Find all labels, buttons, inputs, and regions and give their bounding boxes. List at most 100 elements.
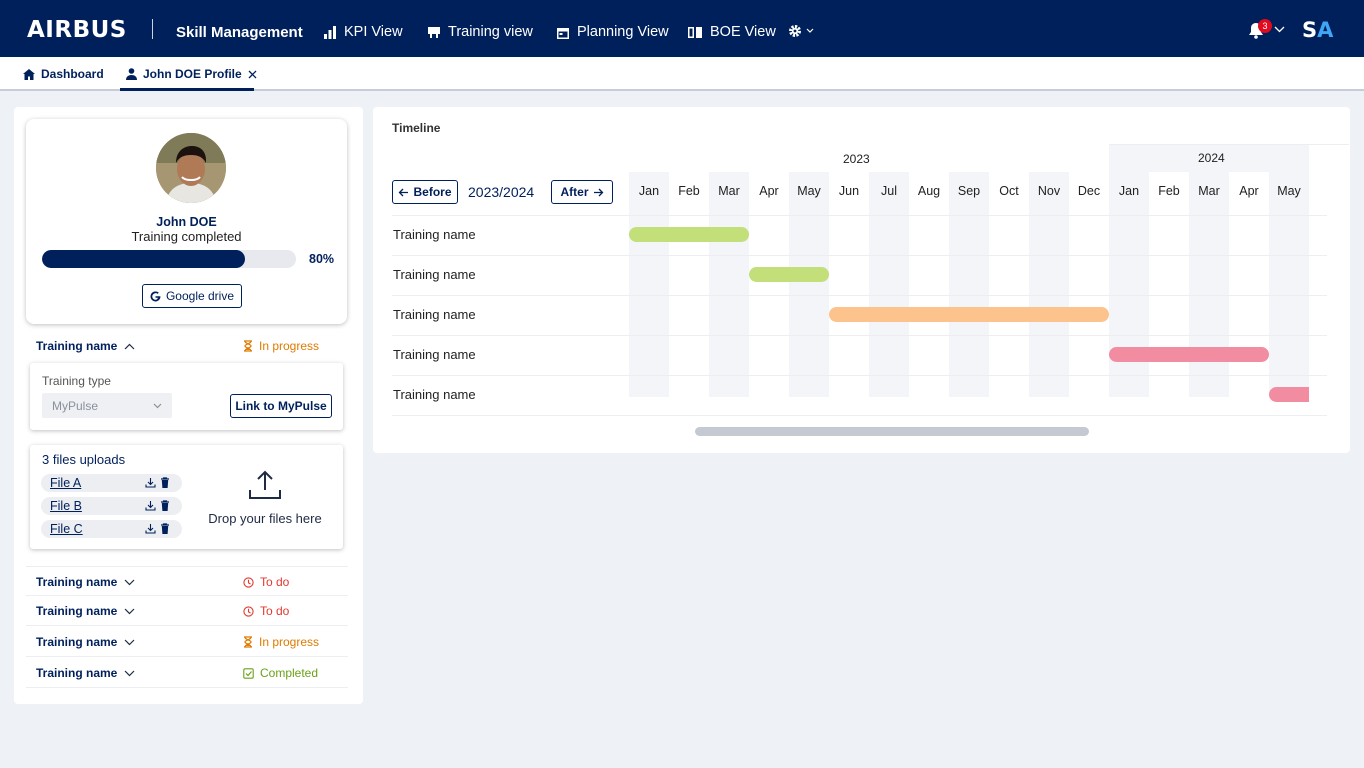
- training-toggle[interactable]: Training name: [36, 635, 135, 649]
- timeline-row-label: Training name: [393, 267, 476, 282]
- training-name: Training name: [36, 666, 118, 680]
- training-status-label: In progress: [259, 635, 320, 649]
- nav-kpi-view[interactable]: KPI View: [323, 24, 403, 40]
- nav-training-label: Training view: [448, 24, 533, 40]
- training-type-value: MyPulse: [52, 398, 99, 413]
- trash-icon[interactable]: [160, 477, 170, 488]
- clock-icon: [243, 605, 254, 617]
- training-toggle[interactable]: Training name: [36, 575, 135, 589]
- download-icon[interactable]: [145, 523, 156, 534]
- training-toggle[interactable]: Training name: [36, 604, 135, 618]
- book-icon: [688, 26, 702, 38]
- profile-panel: John DOE Training completed 80% Google d…: [14, 107, 363, 704]
- training-toggle[interactable]: Training name: [36, 339, 135, 353]
- tab-john-doe-profile[interactable]: John DOE Profile: [126, 67, 257, 81]
- chevron-down-icon: [806, 28, 814, 33]
- file-link[interactable]: File B: [50, 499, 82, 513]
- download-icon[interactable]: [145, 500, 156, 511]
- file-actions: [145, 500, 170, 511]
- chevron-down-icon[interactable]: [1274, 26, 1285, 33]
- timeline-panel: Timeline 2023 2024 Before 2023/2024 Afte…: [373, 107, 1350, 453]
- app-name[interactable]: Skill Management: [176, 24, 303, 41]
- before-label: Before: [413, 185, 452, 199]
- notification-badge: 3: [1258, 19, 1272, 33]
- google-drive-label: Google drive: [165, 289, 235, 303]
- training-item: Training name In progress: [26, 331, 348, 361]
- row-divider: [392, 415, 1327, 416]
- hourglass-icon: [244, 340, 252, 352]
- trash-icon[interactable]: [160, 523, 170, 534]
- training-progress-bar: [42, 250, 296, 268]
- initial-s: S: [1302, 18, 1318, 42]
- file-link[interactable]: File C: [50, 522, 83, 536]
- month-label: Jan: [638, 184, 660, 198]
- google-drive-button[interactable]: Google drive: [142, 284, 242, 308]
- timeline-bar[interactable]: [1269, 387, 1309, 402]
- nav-training-view[interactable]: Training view: [427, 24, 533, 40]
- link-to-mypulse-button[interactable]: Link to MyPulse: [230, 394, 332, 418]
- training-status-label: To do: [260, 575, 290, 589]
- chevron-up-icon: [124, 343, 135, 349]
- row-divider: [392, 335, 1327, 336]
- file-item: File A: [41, 474, 182, 492]
- bar-chart-icon: [324, 25, 336, 39]
- nav-boe-label: BOE View: [710, 24, 776, 40]
- avatar: [156, 133, 226, 203]
- nav-kpi-label: KPI View: [344, 24, 403, 40]
- training-type-card: Training type MyPulse Link to MyPulse: [30, 363, 343, 430]
- initial-a: A: [1317, 18, 1334, 42]
- logo-divider: [152, 19, 153, 39]
- upload-icon: [249, 470, 281, 499]
- training-status: In progress: [243, 339, 319, 353]
- timeline-row-label: Training name: [393, 307, 476, 322]
- year-label: 2024: [1198, 151, 1225, 165]
- profile-name: John DOE: [156, 215, 217, 229]
- training-status-label: In progress: [259, 339, 320, 353]
- row-divider: [392, 215, 1327, 216]
- month-column-shade: [949, 172, 989, 397]
- settings-menu[interactable]: [788, 24, 814, 38]
- after-button[interactable]: After: [551, 180, 613, 204]
- drop-files-text: Drop your files here: [208, 511, 322, 526]
- timeline-bar[interactable]: [749, 267, 829, 282]
- timeline-bar[interactable]: [1109, 347, 1269, 362]
- file-link[interactable]: File A: [50, 476, 82, 490]
- year-header-shade: [1149, 144, 1189, 172]
- trash-icon[interactable]: [160, 500, 170, 511]
- user-avatar-initials[interactable]: SA: [1302, 18, 1333, 42]
- file-drop-zone[interactable]: Drop your files here: [190, 470, 340, 526]
- month-label: Jan: [1118, 184, 1140, 198]
- nav-boe-view[interactable]: BOE View: [687, 24, 776, 40]
- period-label: 2023/2024: [468, 184, 535, 200]
- download-icon[interactable]: [145, 477, 156, 488]
- month-column-shade: [1029, 172, 1069, 397]
- before-button[interactable]: Before: [392, 180, 458, 204]
- month-column-shade: [629, 172, 669, 397]
- horizontal-scrollbar[interactable]: [695, 427, 1089, 436]
- month-label: Mar: [718, 184, 740, 198]
- training-item: Training name To do: [26, 566, 348, 596]
- close-icon[interactable]: [248, 70, 257, 79]
- timeline-bar[interactable]: [829, 307, 1109, 322]
- file-actions: [145, 523, 170, 534]
- month-label: May: [1277, 184, 1301, 198]
- month-label: Apr: [759, 184, 779, 198]
- user-icon: [126, 68, 137, 80]
- progress-fill: [42, 250, 246, 268]
- timeline-bar[interactable]: [629, 227, 749, 242]
- training-name: Training name: [36, 575, 118, 589]
- arrow-right-icon: [593, 188, 603, 196]
- training-type-select[interactable]: MyPulse: [42, 393, 172, 418]
- home-icon: [23, 68, 35, 80]
- timeline-row-label: Training name: [393, 227, 476, 242]
- tab-dashboard[interactable]: Dashboard: [23, 67, 104, 81]
- top-nav-bar: AIRBUS Skill Management KPI View Trainin…: [0, 0, 1364, 57]
- file-actions: [145, 477, 170, 488]
- training-toggle[interactable]: Training name: [36, 666, 135, 680]
- row-divider: [392, 255, 1327, 256]
- chevron-down-icon: [124, 608, 135, 614]
- nav-planning-view[interactable]: Planning View: [556, 24, 669, 40]
- airbus-logo[interactable]: AIRBUS: [27, 17, 127, 43]
- timeline-title: Timeline: [392, 121, 441, 135]
- google-icon: [150, 290, 161, 301]
